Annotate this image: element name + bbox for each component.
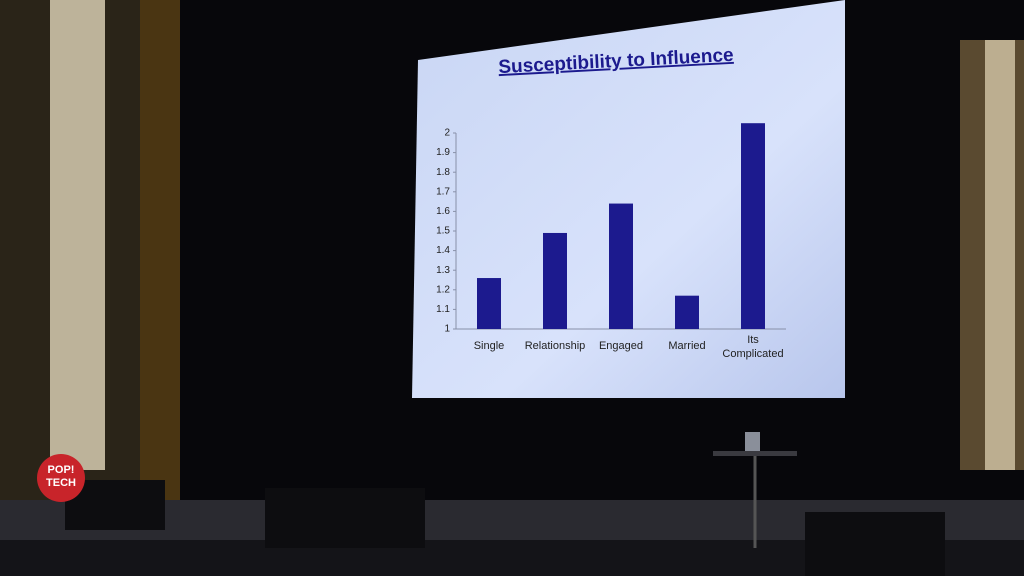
x-tick-label: Relationship [525, 340, 586, 352]
logo-text: POP! [48, 464, 75, 476]
y-tick-label: 1.5 [436, 226, 450, 237]
table [713, 451, 797, 456]
bar [609, 203, 633, 329]
bar [741, 123, 765, 329]
y-tick-label: 1.9 [436, 147, 450, 158]
screen [412, 0, 845, 398]
logo [37, 454, 85, 502]
glass [745, 432, 760, 451]
y-tick-label: 1.8 [436, 167, 450, 178]
x-tick-label: Its Complicated [722, 334, 783, 360]
x-tick-label: Engaged [599, 340, 643, 352]
bar [477, 278, 501, 329]
left-pillar [50, 0, 105, 470]
x-tick-label: Single [474, 340, 505, 352]
bar [675, 295, 699, 329]
right-pillar-face [985, 40, 1015, 470]
stage-front [0, 540, 1024, 576]
y-tick-label: 1.6 [436, 206, 450, 217]
y-tick-label: 2 [444, 128, 450, 139]
y-tick-label: 1.3 [436, 265, 450, 276]
y-tick-label: 1.4 [436, 245, 450, 256]
logo-text: TECH [46, 477, 76, 489]
x-tick-label: Married [668, 340, 705, 352]
y-tick-label: 1 [444, 324, 450, 335]
left-curtain [140, 0, 180, 500]
bar [543, 232, 567, 329]
y-tick-label: 1.7 [436, 186, 450, 197]
speaker [805, 512, 945, 576]
y-tick-label: 1.1 [436, 304, 450, 315]
speaker [265, 488, 425, 548]
y-tick-label: 1.2 [436, 284, 450, 295]
